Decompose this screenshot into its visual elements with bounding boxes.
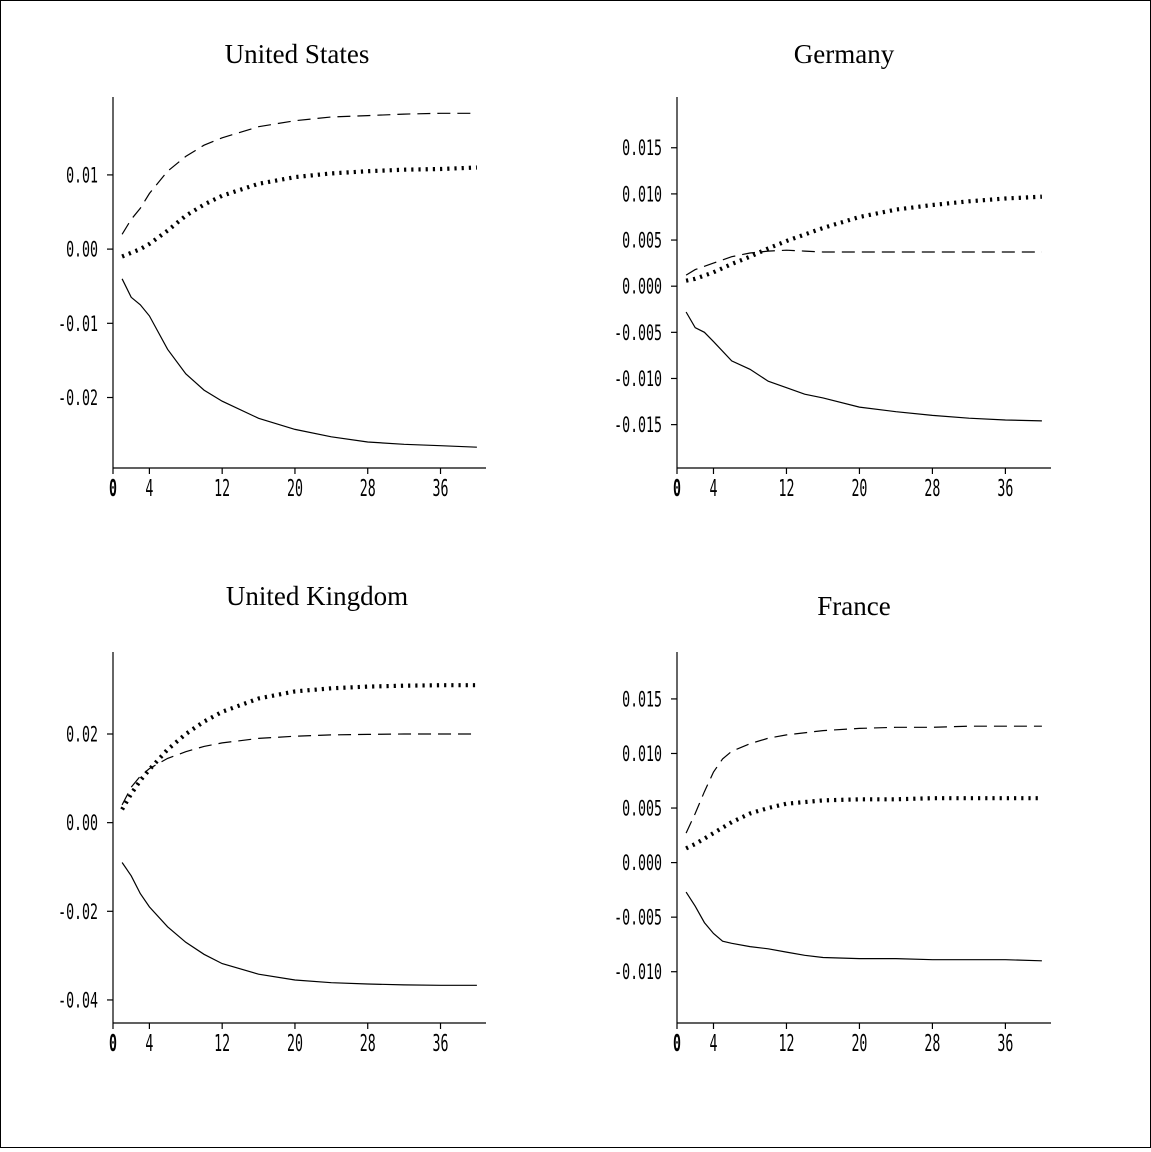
panel-title: France bbox=[817, 591, 890, 621]
x-tick-label: 0 bbox=[109, 476, 117, 502]
y-tick-label: 0.010 bbox=[622, 743, 662, 767]
y-tick-label: -0.005 bbox=[614, 907, 662, 931]
x-tick-label: 4 bbox=[145, 1031, 153, 1057]
y-tick-label: -0.010 bbox=[614, 961, 662, 985]
x-tick-label: 0 bbox=[673, 1031, 681, 1057]
y-tick-label: -0.005 bbox=[614, 322, 662, 346]
panel-0: United States 0.01 0.00 -0.01 -0.02 0 4 12 20 28 3… bbox=[58, 39, 486, 502]
x-tick-label: 20 bbox=[287, 476, 303, 502]
y-tick-label: 0.005 bbox=[622, 230, 662, 254]
y-tick-label: 0.005 bbox=[622, 798, 662, 822]
y-tick-label: 0.000 bbox=[622, 852, 662, 876]
dashed-series-line bbox=[121, 733, 477, 806]
dotted-series-line bbox=[685, 194, 1043, 283]
x-tick-label: 20 bbox=[851, 476, 867, 502]
dotted-series-line bbox=[121, 165, 477, 259]
x-tick-label: 0 bbox=[673, 476, 681, 502]
y-tick-label: 0.00 bbox=[66, 239, 98, 263]
solid-series-line bbox=[121, 862, 477, 986]
x-tick-label: 0 bbox=[109, 1031, 117, 1057]
panel-3: France 0.015 0.010 0.005 0.000 -0.005 -0.010 0 4… bbox=[614, 591, 1051, 1057]
y-tick-label: -0.01 bbox=[58, 313, 98, 337]
x-tick-label: 12 bbox=[778, 476, 794, 502]
x-tick-label: 12 bbox=[778, 1031, 794, 1057]
x-tick-label: 36 bbox=[433, 1031, 449, 1057]
x-tick-label: 28 bbox=[360, 476, 376, 502]
dotted-series-line bbox=[685, 796, 1042, 851]
y-tick-label: 0.000 bbox=[622, 276, 662, 300]
x-tick-label: 4 bbox=[709, 1031, 717, 1057]
x-tick-label: 4 bbox=[145, 476, 153, 502]
x-tick-label: 28 bbox=[924, 476, 940, 502]
x-tick-label: 28 bbox=[924, 1031, 940, 1057]
panel-title: United Kingdom bbox=[226, 581, 408, 611]
x-tick-label: 4 bbox=[709, 476, 717, 502]
y-tick-label: 0.015 bbox=[622, 137, 662, 161]
dotted-series-line bbox=[120, 683, 477, 811]
solid-series-line bbox=[121, 278, 477, 448]
y-tick-label: -0.04 bbox=[58, 989, 98, 1013]
x-tick-label: 12 bbox=[214, 476, 230, 502]
x-tick-label: 36 bbox=[433, 476, 449, 502]
solid-series-line bbox=[685, 891, 1042, 962]
x-tick-label: 20 bbox=[851, 1031, 867, 1057]
panel-title: United States bbox=[225, 39, 370, 69]
y-tick-label: -0.015 bbox=[614, 414, 662, 438]
y-tick-label: 0.02 bbox=[66, 724, 98, 748]
y-tick-label: -0.010 bbox=[614, 368, 662, 392]
panel-2: United Kingdom 0.02 0.00 -0.02 -0.04 0 4 12 20 28… bbox=[58, 581, 486, 1057]
dashed-series-line bbox=[685, 249, 1042, 276]
dashed-series-line bbox=[685, 725, 1042, 834]
dashed-series-line bbox=[121, 112, 477, 235]
y-tick-label: 0.00 bbox=[66, 812, 98, 836]
y-tick-label: 0.01 bbox=[66, 164, 98, 188]
panel-title: Germany bbox=[794, 39, 895, 69]
x-tick-label: 12 bbox=[214, 1031, 230, 1057]
y-tick-label: 0.010 bbox=[622, 183, 662, 207]
x-tick-label: 20 bbox=[287, 1031, 303, 1057]
y-tick-label: -0.02 bbox=[58, 387, 98, 411]
x-tick-label: 28 bbox=[360, 1031, 376, 1057]
panel-1: Germany 0.015 0.010 0.005 0.000 -0.005 -0.010 -… bbox=[614, 39, 1051, 502]
y-tick-label: 0.015 bbox=[622, 688, 662, 712]
x-tick-label: 36 bbox=[997, 1031, 1013, 1057]
y-tick-label: -0.02 bbox=[58, 901, 98, 925]
solid-series-line bbox=[685, 311, 1042, 422]
x-tick-label: 36 bbox=[997, 476, 1013, 502]
